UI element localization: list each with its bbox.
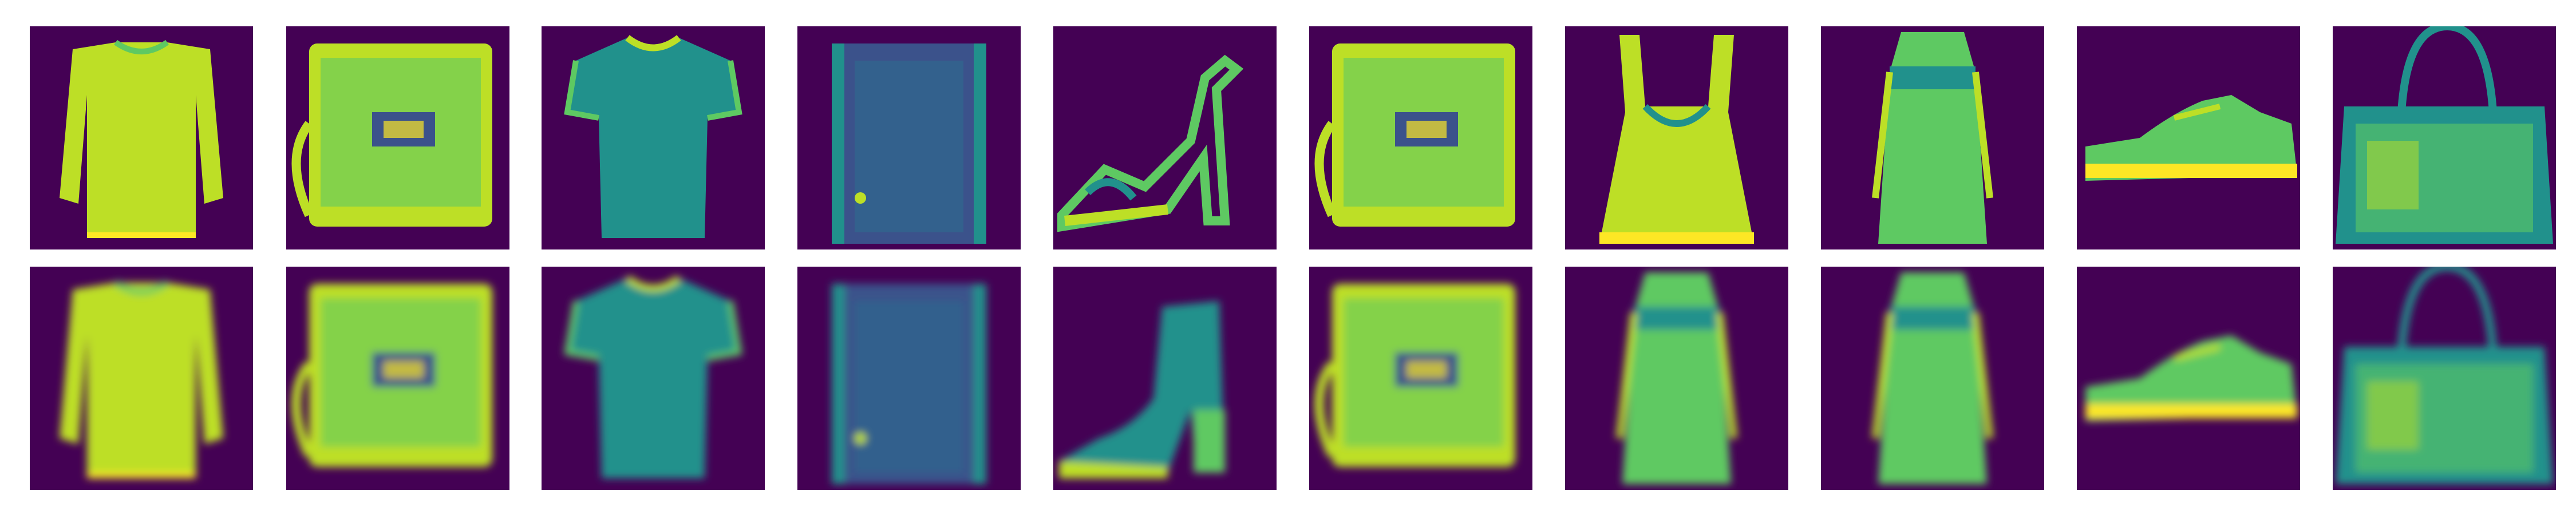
reconstruction-dress-image: [1565, 267, 1788, 490]
reconstruction-coat-image: [797, 267, 1021, 490]
reconstruction-bag-image: [1309, 267, 1532, 490]
reconstruction-sneaker-image: [2077, 267, 2300, 490]
original-tank-top-image: [1565, 26, 1788, 249]
original-long-sleeve-top-image: [30, 26, 253, 249]
original-bag-image: [1309, 26, 1532, 249]
original-dress-image: [1821, 26, 2044, 249]
reconstruction-ankle-boot-image: [1053, 267, 1277, 490]
original-coat-image: [797, 26, 1021, 249]
reconstruction-dress-image: [1821, 267, 2044, 490]
original-handbag-image: [2333, 26, 2556, 249]
reconstruction-t-shirt-image: [542, 267, 765, 490]
reconstruction-long-sleeve-top-image: [30, 267, 253, 490]
original-t-shirt-image: [542, 26, 765, 249]
original-bag-image: [286, 26, 509, 249]
original-sneaker-image: [2077, 26, 2300, 249]
original-sandal-image: [1053, 26, 1277, 249]
reconstruction-bag-image: [286, 267, 509, 490]
reconstruction-handbag-image: [2333, 267, 2556, 490]
